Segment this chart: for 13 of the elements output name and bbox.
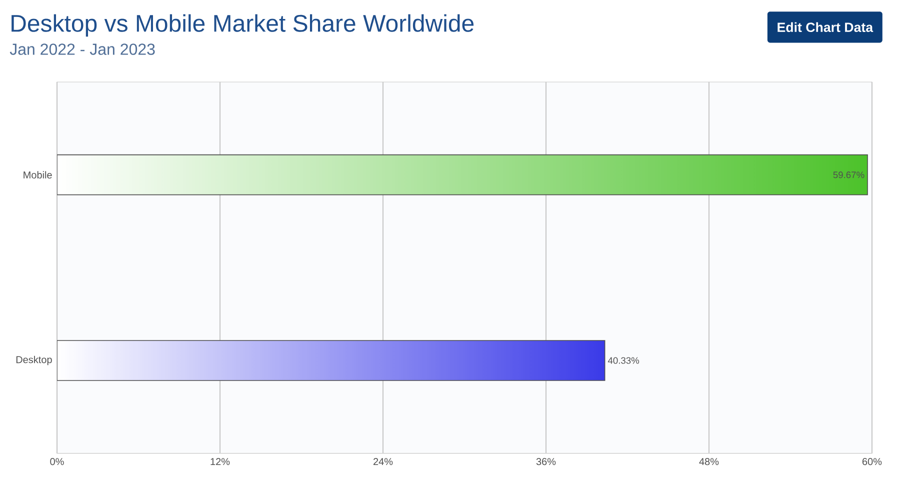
x-tick-label: 0%: [50, 458, 64, 466]
x-tick-label: 36%: [536, 458, 556, 466]
x-tick-label: 48%: [699, 458, 719, 466]
y-tick-label: Desktop: [16, 356, 52, 366]
x-tick-label: 12%: [210, 458, 230, 466]
chart-title: Desktop vs Mobile Market Share Worldwide: [12, 14, 474, 37]
text: Edit Chart Data: [778, 22, 874, 32]
data-label: 40.33%: [608, 357, 640, 364]
chart-subtitle: Jan 2022 - Jan 2023: [10, 44, 155, 55]
x-tick-label: 60%: [862, 458, 882, 466]
x-tick-label: 24%: [373, 458, 393, 466]
y-tick-label: Mobile: [24, 171, 52, 179]
data-label: 59.67%: [833, 172, 864, 178]
